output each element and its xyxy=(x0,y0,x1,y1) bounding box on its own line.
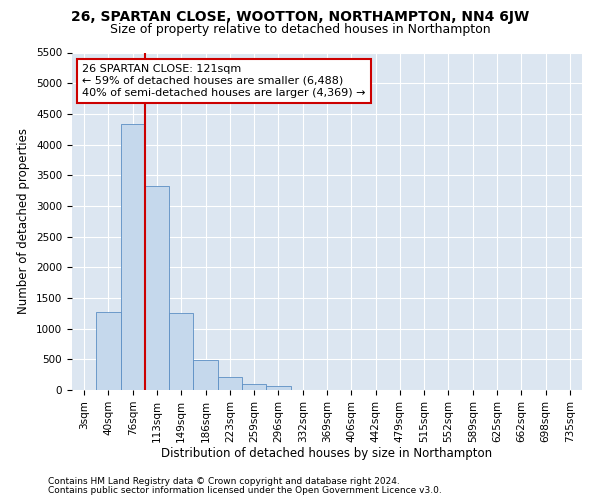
Text: Contains HM Land Registry data © Crown copyright and database right 2024.: Contains HM Land Registry data © Crown c… xyxy=(48,477,400,486)
Y-axis label: Number of detached properties: Number of detached properties xyxy=(17,128,31,314)
Bar xyxy=(218,376,242,390)
Bar xyxy=(266,386,290,390)
Text: 26, SPARTAN CLOSE, WOOTTON, NORTHAMPTON, NN4 6JW: 26, SPARTAN CLOSE, WOOTTON, NORTHAMPTON,… xyxy=(71,10,529,24)
Bar xyxy=(145,186,169,390)
X-axis label: Distribution of detached houses by size in Northampton: Distribution of detached houses by size … xyxy=(161,448,493,460)
Bar xyxy=(96,312,121,390)
Text: 26 SPARTAN CLOSE: 121sqm
← 59% of detached houses are smaller (6,488)
40% of sem: 26 SPARTAN CLOSE: 121sqm ← 59% of detach… xyxy=(82,64,366,98)
Bar xyxy=(169,312,193,390)
Text: Size of property relative to detached houses in Northampton: Size of property relative to detached ho… xyxy=(110,22,490,36)
Text: Contains public sector information licensed under the Open Government Licence v3: Contains public sector information licen… xyxy=(48,486,442,495)
Bar xyxy=(121,124,145,390)
Bar xyxy=(242,384,266,390)
Bar xyxy=(193,360,218,390)
